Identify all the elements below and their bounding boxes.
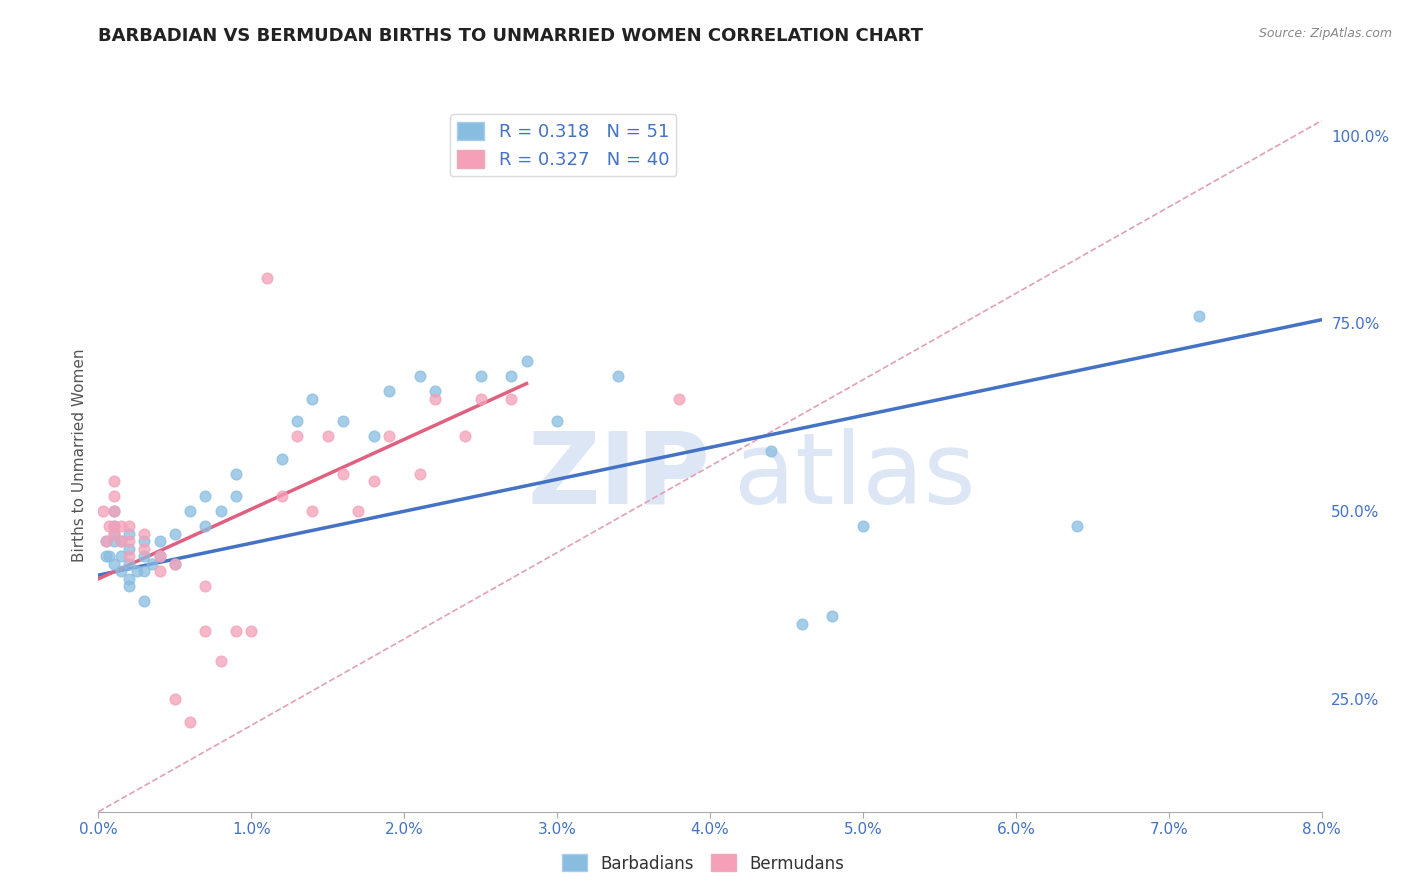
Point [103,519,125,533]
Point [270,489,294,503]
Point [103,474,125,488]
Point [103,504,125,518]
Point [501,369,523,384]
Point [423,384,446,398]
Point [179,504,201,518]
Point [270,451,294,466]
Point [118,519,141,533]
Point [347,504,370,518]
Point [607,369,630,384]
Point [134,549,156,564]
Point [103,557,125,571]
Point [134,594,156,608]
Point [668,392,690,406]
Point [501,392,523,406]
Point [240,624,263,639]
Point [790,616,813,631]
Point [378,384,401,398]
Point [110,565,132,579]
Point [454,429,477,443]
Point [209,504,232,518]
Point [225,467,247,481]
Point [98,549,121,564]
Point [516,354,538,368]
Point [163,526,186,541]
Point [194,579,217,593]
Point [759,444,782,458]
Legend: R = 0.318   N = 51, R = 0.327   N = 40: R = 0.318 N = 51, R = 0.327 N = 40 [450,114,676,177]
Text: atlas: atlas [734,428,976,524]
Point [110,534,132,549]
Point [98,519,121,533]
Point [118,534,141,549]
Point [134,526,156,541]
Point [149,565,172,579]
Point [470,392,492,406]
Point [103,526,125,541]
Point [1066,519,1088,533]
Point [470,369,492,384]
Point [118,549,141,564]
Point [118,526,141,541]
Point [103,489,125,503]
Point [103,534,125,549]
Point [332,414,354,428]
Point [94,534,117,549]
Point [118,572,141,586]
Point [194,624,217,639]
Point [852,519,875,533]
Point [408,467,430,481]
Point [110,534,132,549]
Point [134,534,156,549]
Point [118,557,141,571]
Point [94,549,117,564]
Point [110,519,132,533]
Point [194,519,217,533]
Point [423,392,446,406]
Point [378,429,401,443]
Point [103,504,125,518]
Text: BARBADIAN VS BERMUDAN BIRTHS TO UNMARRIED WOMEN CORRELATION CHART: BARBADIAN VS BERMUDAN BIRTHS TO UNMARRIE… [98,27,924,45]
Point [316,429,339,443]
Point [149,549,172,564]
Text: ZIP: ZIP [527,428,710,524]
Point [163,557,186,571]
Point [225,624,247,639]
Point [363,474,385,488]
Point [821,609,844,624]
Text: Source: ZipAtlas.com: Source: ZipAtlas.com [1258,27,1392,40]
Point [1188,309,1211,323]
Point [110,549,132,564]
Point [103,519,125,533]
Point [125,565,148,579]
Legend: Barbadians, Bermudans: Barbadians, Bermudans [555,847,851,880]
Point [301,504,323,518]
Point [94,534,117,549]
Point [163,557,186,571]
Point [163,692,186,706]
Point [149,549,172,564]
Point [546,414,568,428]
Point [103,526,125,541]
Point [256,271,278,285]
Point [408,369,430,384]
Point [209,655,232,669]
Point [141,557,163,571]
Point [118,579,141,593]
Point [285,414,308,428]
Point [194,489,217,503]
Point [332,467,354,481]
Point [134,565,156,579]
Point [301,392,323,406]
Point [225,489,247,503]
Point [149,534,172,549]
Point [91,504,114,518]
Point [285,429,308,443]
Point [118,541,141,556]
Point [363,429,385,443]
Point [134,541,156,556]
Y-axis label: Births to Unmarried Women: Births to Unmarried Women [72,348,87,562]
Point [179,714,201,729]
